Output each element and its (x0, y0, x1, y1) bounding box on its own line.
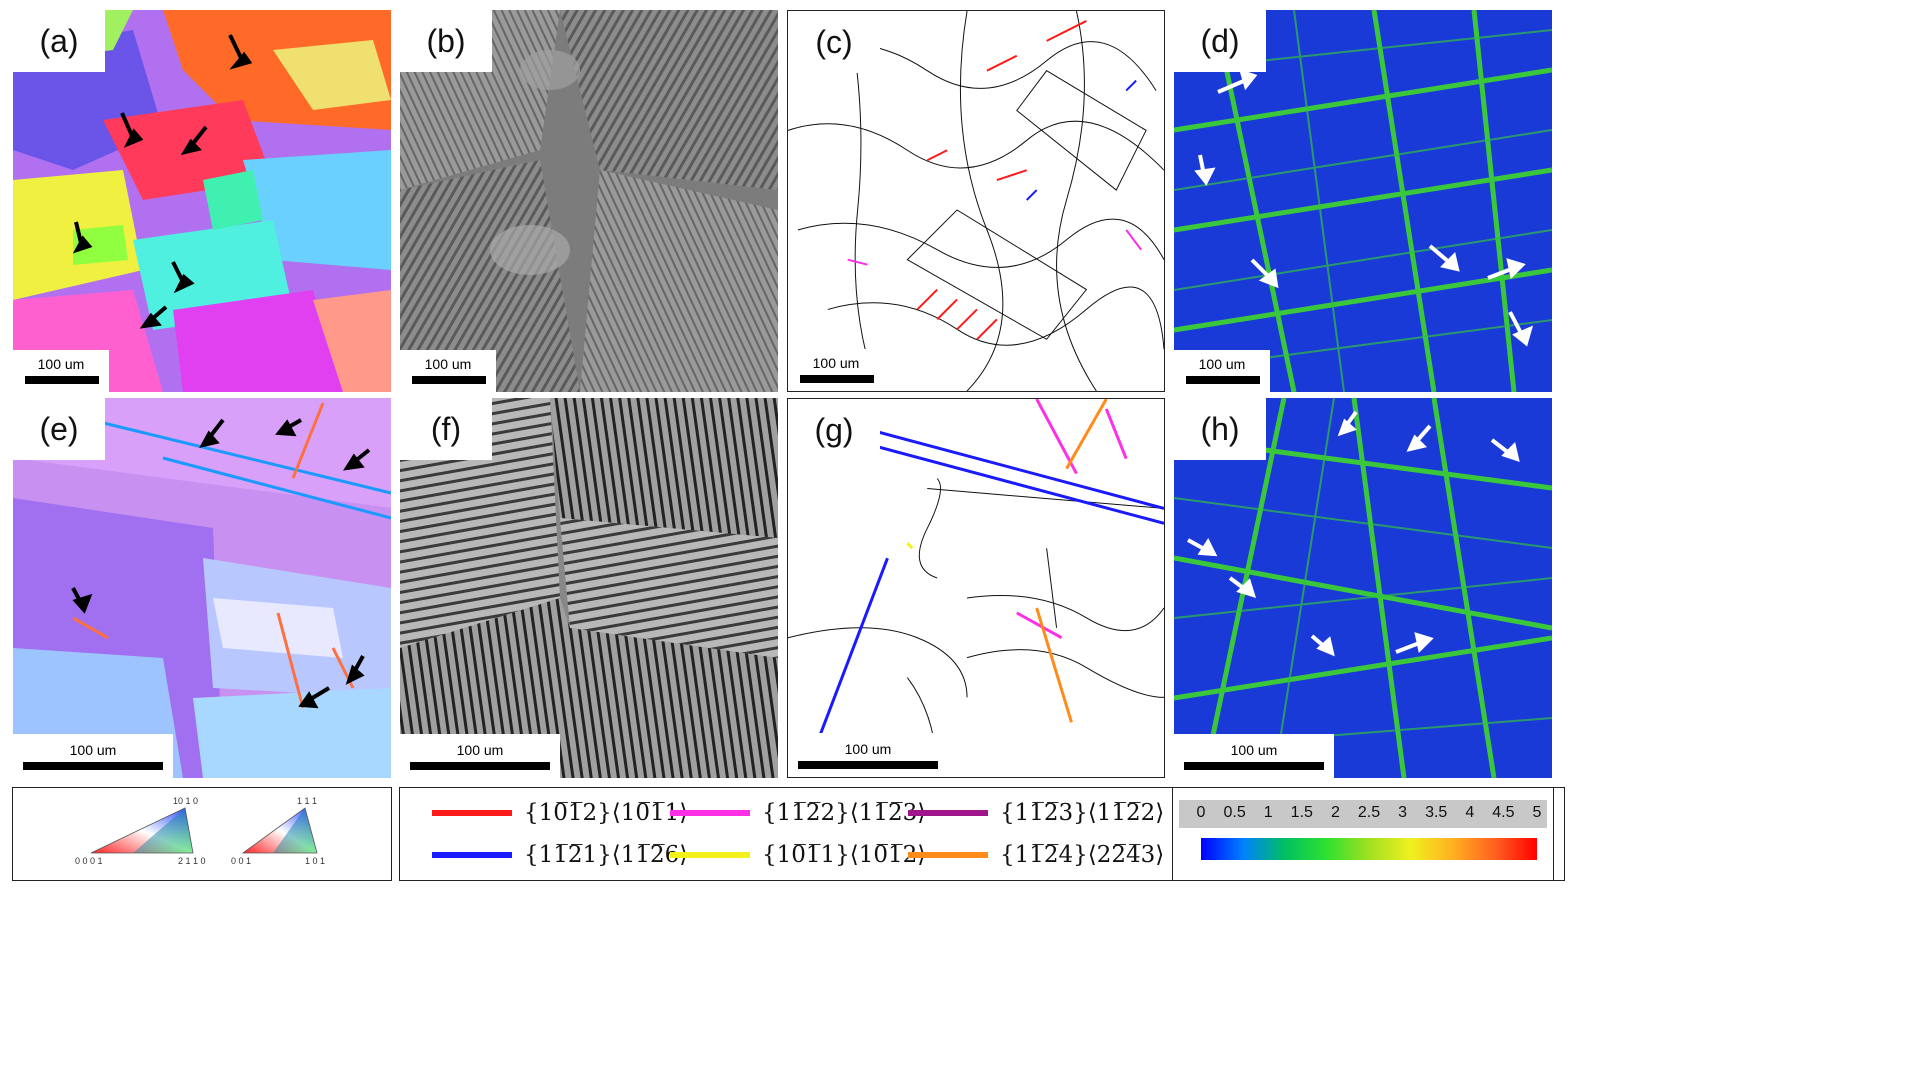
colorbar-tick-label: 2 (1330, 804, 1340, 821)
scale-bar-box: 100 um (400, 350, 496, 392)
hex-ipf-label-right: 2 1 1 0 (178, 856, 206, 866)
colorbar-tick-label: 0.5 (1223, 804, 1246, 821)
boundary-map-g (788, 399, 1164, 777)
scale-bar (798, 761, 938, 769)
scale-bar-box: 100 um (788, 349, 884, 391)
legend-swatch (670, 852, 750, 858)
legend-label: {11̅2̅4}⟨22̅4̅3⟩ (1000, 842, 1165, 868)
colorbar-tick-label: 0 (1196, 804, 1206, 821)
scale-label: 100 um (844, 741, 892, 757)
panel-e: (e) 100 um (13, 398, 391, 778)
legend-item: {11̅2̅4}⟨22̅4̅3⟩ (908, 842, 1164, 868)
scale-bar-box: 100 um (1174, 350, 1270, 392)
legend-label: {11̅2̅2}⟨11̅2̅3⟩ (762, 800, 927, 826)
panel-label: (e) (13, 398, 105, 460)
scale-bar (1186, 376, 1260, 384)
colorbar-tick-strip (1179, 800, 1547, 828)
legend-item: {10̅1̅1}⟨10̅1̅2⟩ (670, 842, 926, 868)
scale-bar-box: 100 um (788, 733, 948, 777)
legend-swatch (908, 810, 988, 816)
panel-b: (b) 100 um (400, 10, 778, 392)
legend-item: {11̅2̅3}⟨11̅2̅2⟩ (908, 800, 1164, 826)
legend-swatch (432, 810, 512, 816)
panel-g: (g) 100 um (787, 398, 1165, 778)
panel-label: (b) (400, 10, 492, 72)
colorbar-tick-label: 3.5 (1425, 804, 1448, 821)
colorbar (1201, 838, 1537, 860)
ipf-triangles (90, 807, 318, 854)
legend-swatch (908, 852, 988, 858)
annotation-arrows (71, 418, 371, 709)
scale-bar (23, 762, 163, 770)
ipf-map-a (13, 10, 391, 392)
legend-item: {11̅2̅2}⟨11̅2̅3⟩ (670, 800, 926, 826)
annotation-arrows (72, 34, 253, 329)
colorbar-tick-label: 3 (1398, 804, 1408, 821)
scale-bar-box: 100 um (13, 734, 173, 778)
scale-label: 100 um (424, 356, 472, 372)
legend-swatch (670, 810, 750, 816)
panel-label: (h) (1174, 398, 1266, 460)
boundary-map-c (788, 11, 1164, 391)
colorbar-tick-label: 2.5 (1357, 804, 1381, 821)
scale-bar (25, 376, 99, 384)
colorbar-tick-label: 1 (1263, 804, 1273, 821)
scale-label: 100 um (1198, 356, 1246, 372)
hex-ipf-label-top: 10 1 0 (173, 796, 199, 806)
panel-c: (c) 100 um (787, 10, 1165, 392)
legend-label: {10̅1̅1}⟨10̅1̅2⟩ (762, 842, 927, 868)
cubic-ipf-label-left: 0 0 1 (231, 856, 252, 866)
legend-item: {10̅1̅2}⟨10̅1̅1⟩ (432, 800, 688, 826)
scale-bar (410, 762, 550, 770)
panel-f: (f) 100 um (400, 398, 778, 778)
cubic-ipf-label-top: 1 1 1 (297, 796, 318, 806)
legend-label: {10̅1̅2}⟨10̅1̅1⟩ (524, 800, 689, 826)
panel-label: (f) (400, 398, 492, 460)
scale-bar-box: 100 um (13, 350, 109, 392)
colorbar-tick-label: 4 (1465, 804, 1475, 821)
colorbar-tick-label: 1.5 (1290, 804, 1313, 821)
scale-bar (800, 375, 874, 383)
colorbar-tick-label: 4.5 (1492, 804, 1515, 821)
kam-colorbar-legend: 0 0.5 1 1.5 2 2.5 3 3.5 4 4.5 5 (1172, 787, 1554, 881)
kam-map-d (1174, 10, 1552, 392)
scale-bar (1184, 762, 1324, 770)
scale-label: 100 um (456, 742, 504, 758)
panel-label: (c) (788, 11, 880, 73)
ipf-map-e (13, 398, 391, 778)
colorbar-tick-label: 5 (1532, 804, 1542, 821)
scale-label: 100 um (1230, 742, 1278, 758)
scale-bar (412, 376, 486, 384)
panel-label: (a) (13, 10, 105, 72)
panel-label: (d) (1174, 10, 1266, 72)
cubic-ipf-label-right: 1 0 1 (305, 856, 326, 866)
scale-label: 100 um (69, 742, 117, 758)
legend-label: {11̅2̅3}⟨11̅2̅2⟩ (1000, 800, 1165, 826)
hex-ipf-label-left: 0 0 0 1 (75, 856, 103, 866)
legend-item: {11̅2̅1}⟨11̅2̅6⟩ (432, 842, 688, 868)
scale-label: 100 um (812, 355, 860, 371)
legend-label: {11̅2̅1}⟨11̅2̅6⟩ (524, 842, 689, 868)
panel-a: (a) 100 um (13, 10, 391, 392)
panel-label: (g) (788, 399, 880, 461)
scale-bar-box: 100 um (1174, 734, 1334, 778)
panel-d: (d) 100 um (1174, 10, 1552, 392)
scale-label: 100 um (37, 356, 85, 372)
panel-h: (h) 100 um (1174, 398, 1552, 778)
scale-bar-box: 100 um (400, 734, 560, 778)
annotation-arrows (1187, 410, 1520, 657)
annotation-arrows (1194, 68, 1534, 347)
sem-image-f (400, 398, 778, 778)
ipf-legend: 10 1 0 0 0 0 1 2 1 1 0 1 1 1 0 0 1 1 0 1 (12, 787, 392, 881)
legend-swatch (432, 852, 512, 858)
